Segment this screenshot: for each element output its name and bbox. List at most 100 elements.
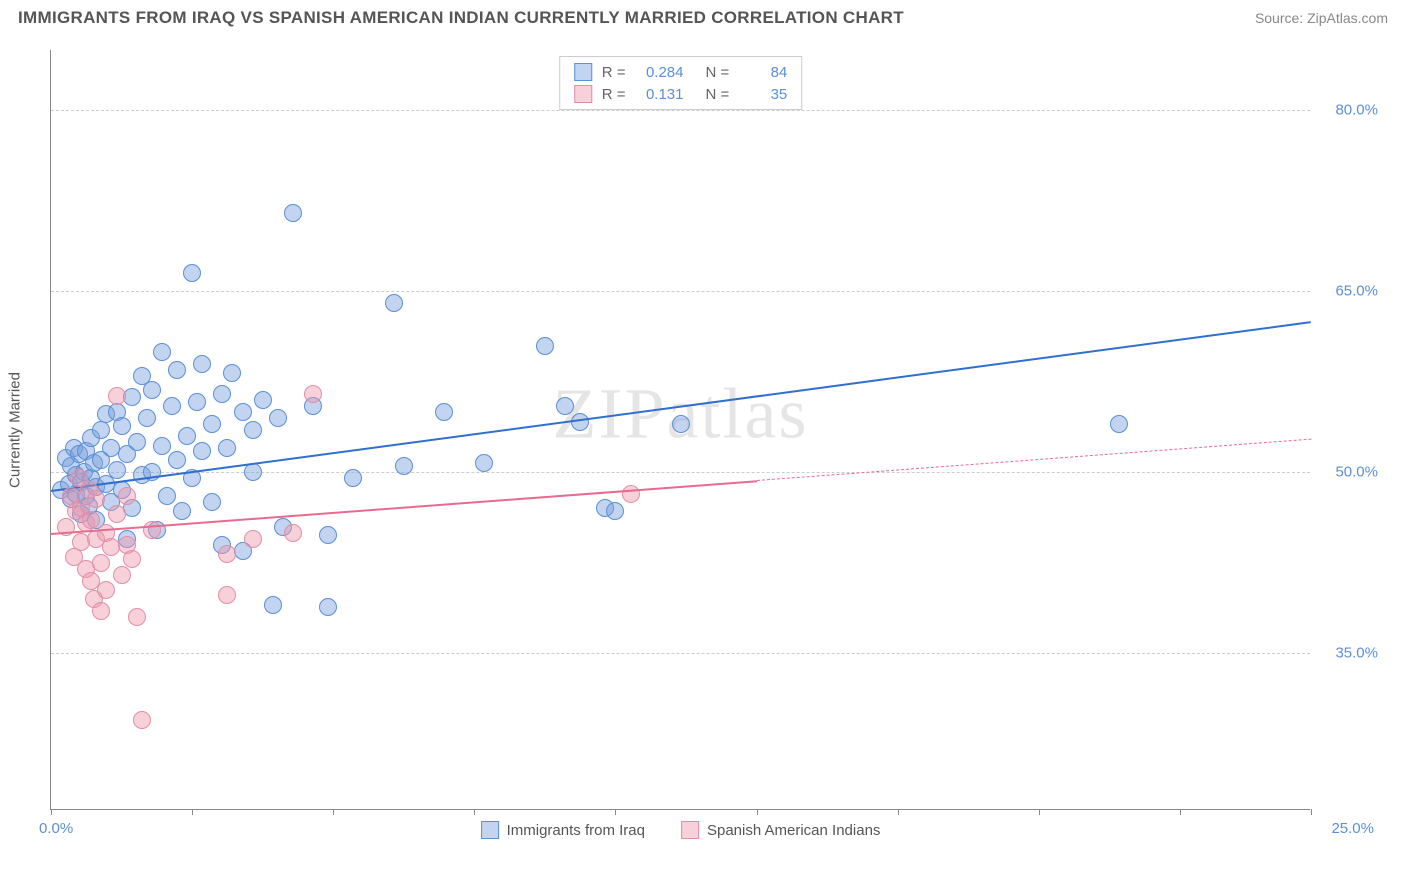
- x-tick: [1180, 809, 1181, 815]
- legend-series: Immigrants from Iraq Spanish American Ind…: [481, 821, 881, 839]
- data-point-sai: [92, 602, 110, 620]
- legend-label: Spanish American Indians: [707, 822, 880, 839]
- data-point-iraq: [213, 385, 231, 403]
- data-point-iraq: [344, 469, 362, 487]
- legend-item: Immigrants from Iraq: [481, 821, 645, 839]
- data-point-sai: [133, 711, 151, 729]
- data-point-sai: [128, 608, 146, 626]
- n-value: 84: [739, 64, 787, 81]
- x-tick: [333, 809, 334, 815]
- legend-stats: R = 0.284 N = 84 R = 0.131 N = 35: [559, 56, 803, 110]
- legend-item: Spanish American Indians: [681, 821, 880, 839]
- data-point-iraq: [108, 461, 126, 479]
- r-value: 0.131: [636, 86, 684, 103]
- grid-line: [51, 472, 1310, 473]
- y-tick-label: 35.0%: [1318, 645, 1378, 662]
- n-label: N =: [706, 64, 730, 81]
- grid-line: [51, 653, 1310, 654]
- data-point-iraq: [234, 403, 252, 421]
- data-point-iraq: [435, 403, 453, 421]
- data-point-iraq: [153, 437, 171, 455]
- data-point-sai: [92, 554, 110, 572]
- grid-line: [51, 110, 1310, 111]
- data-point-iraq: [284, 204, 302, 222]
- x-origin-label: 0.0%: [39, 820, 73, 837]
- data-point-iraq: [244, 463, 262, 481]
- data-point-sai: [143, 521, 161, 539]
- y-tick-label: 65.0%: [1318, 283, 1378, 300]
- data-point-iraq: [193, 355, 211, 373]
- data-point-iraq: [143, 381, 161, 399]
- trend-line: [757, 438, 1311, 480]
- data-point-iraq: [138, 409, 156, 427]
- data-point-iraq: [203, 415, 221, 433]
- data-point-iraq: [319, 526, 337, 544]
- data-point-sai: [123, 550, 141, 568]
- data-point-iraq: [113, 417, 131, 435]
- legend-label: Immigrants from Iraq: [507, 822, 645, 839]
- n-value: 35: [739, 86, 787, 103]
- data-point-iraq: [218, 439, 236, 457]
- x-max-label: 25.0%: [1314, 820, 1374, 837]
- x-tick: [474, 809, 475, 815]
- x-tick: [1039, 809, 1040, 815]
- r-label: R =: [602, 64, 626, 81]
- source-label: Source: ZipAtlas.com: [1255, 10, 1388, 26]
- data-point-sai: [97, 581, 115, 599]
- data-point-iraq: [168, 361, 186, 379]
- x-tick: [192, 809, 193, 815]
- data-point-iraq: [168, 451, 186, 469]
- data-point-iraq: [475, 454, 493, 472]
- legend-swatch: [681, 821, 699, 839]
- data-point-iraq: [158, 487, 176, 505]
- x-tick: [1311, 809, 1312, 815]
- data-point-sai: [218, 545, 236, 563]
- data-point-iraq: [1110, 415, 1128, 433]
- data-point-sai: [82, 511, 100, 529]
- data-point-iraq: [672, 415, 690, 433]
- data-point-iraq: [264, 596, 282, 614]
- data-point-iraq: [188, 393, 206, 411]
- data-point-iraq: [92, 421, 110, 439]
- data-point-iraq: [244, 421, 262, 439]
- n-label: N =: [706, 86, 730, 103]
- plot-area: ZIPatlas Currently Married 0.0% 25.0% R …: [50, 50, 1310, 810]
- data-point-iraq: [536, 337, 554, 355]
- r-value: 0.284: [636, 64, 684, 81]
- x-tick: [898, 809, 899, 815]
- legend-swatch: [574, 63, 592, 81]
- data-point-sai: [304, 385, 322, 403]
- data-point-iraq: [556, 397, 574, 415]
- data-point-sai: [622, 485, 640, 503]
- data-point-iraq: [173, 502, 191, 520]
- data-point-sai: [284, 524, 302, 542]
- r-label: R =: [602, 86, 626, 103]
- data-point-sai: [118, 487, 136, 505]
- legend-swatch: [481, 821, 499, 839]
- data-point-iraq: [269, 409, 287, 427]
- data-point-iraq: [254, 391, 272, 409]
- chart-title: IMMIGRANTS FROM IRAQ VS SPANISH AMERICAN…: [18, 8, 904, 28]
- chart-container: ZIPatlas Currently Married 0.0% 25.0% R …: [50, 50, 1390, 850]
- data-point-iraq: [153, 343, 171, 361]
- y-tick-label: 50.0%: [1318, 464, 1378, 481]
- data-point-iraq: [319, 598, 337, 616]
- data-point-iraq: [395, 457, 413, 475]
- data-point-sai: [108, 387, 126, 405]
- data-point-iraq: [385, 294, 403, 312]
- data-point-iraq: [223, 364, 241, 382]
- legend-swatch: [574, 85, 592, 103]
- data-point-sai: [113, 566, 131, 584]
- legend-stat-row: R = 0.284 N = 84: [574, 61, 788, 83]
- data-point-sai: [218, 586, 236, 604]
- data-point-iraq: [183, 264, 201, 282]
- data-point-iraq: [178, 427, 196, 445]
- data-point-sai: [244, 530, 262, 548]
- x-tick: [757, 809, 758, 815]
- data-point-iraq: [163, 397, 181, 415]
- data-point-iraq: [193, 442, 211, 460]
- x-tick: [615, 809, 616, 815]
- data-point-sai: [108, 505, 126, 523]
- data-point-iraq: [128, 433, 146, 451]
- y-axis-title: Currently Married: [7, 372, 24, 488]
